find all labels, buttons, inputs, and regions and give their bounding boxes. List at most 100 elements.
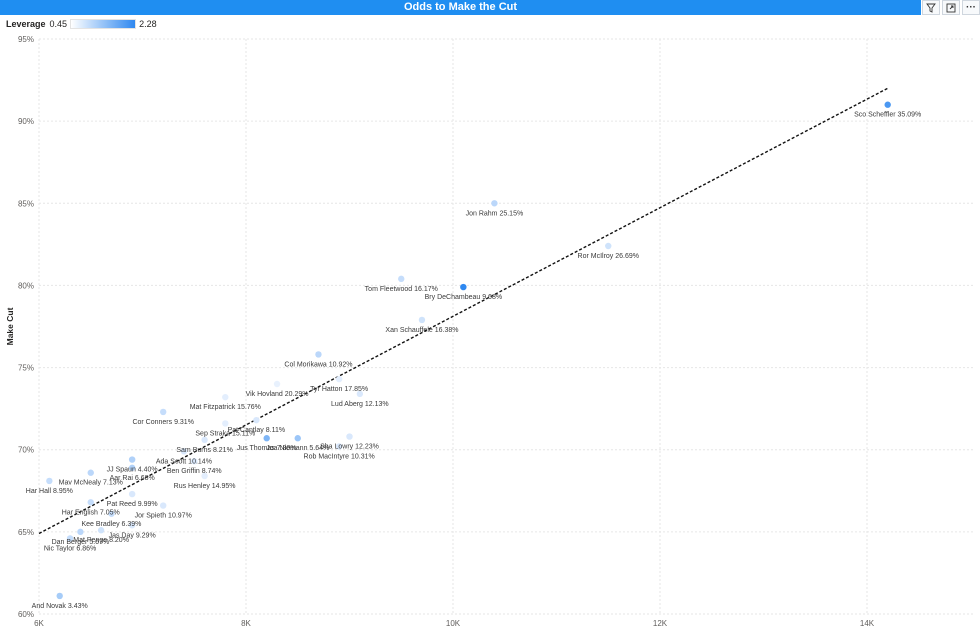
legend-max-value: 2.28 (139, 19, 157, 29)
data-point[interactable] (108, 510, 115, 517)
data-point[interactable] (97, 527, 105, 534)
point-label: Jas Day 9.29% (109, 532, 156, 539)
legend-title: Leverage (6, 19, 46, 29)
data-point[interactable] (66, 535, 74, 542)
data-point[interactable] (273, 380, 281, 388)
data-point[interactable] (201, 472, 208, 480)
data-point[interactable] (222, 393, 229, 401)
data-point[interactable] (491, 200, 498, 207)
point-labels: Sco Scheffler 35.09% Jon Rahm 25.15% Ror M… (26, 112, 921, 610)
point-label: Tom Fleetwood 16.17% (365, 286, 438, 293)
point-label: Jon Rahm 25.15% (466, 210, 524, 217)
point-label: Har Hall 8.95% (26, 488, 73, 495)
point-label: Dan Berger 5.67% (52, 539, 110, 546)
data-point[interactable] (46, 477, 53, 485)
visual-header-toolbar: ··· (920, 0, 980, 15)
point-label: Xan Schauffele 16.38% (385, 327, 458, 334)
point-label: Ror McIlroy 26.69% (578, 253, 639, 260)
point-label: Kee Bradley 6.39% (81, 521, 141, 528)
point-label: Ben Griffin 8.74% (167, 468, 222, 475)
point-label: Jor Spieth 10.97% (135, 513, 192, 520)
data-point[interactable] (460, 283, 467, 291)
point-label: Aar Rai 6.68% (110, 475, 155, 482)
point-label: Bry DeChambeau 9.68% (425, 294, 502, 301)
data-point[interactable] (160, 502, 167, 509)
point-label: Ada Scott 10.14% (156, 458, 212, 465)
data-point[interactable] (201, 436, 208, 444)
point-label: Col Morikawa 10.92% (284, 361, 352, 368)
y-tick-label: 90% (18, 117, 34, 126)
y-tick-label: 60% (18, 610, 34, 619)
data-point[interactable] (605, 242, 612, 250)
point-label: Vik Hovland 20.29% (246, 391, 309, 398)
y-axis-label: Make Cut (5, 307, 15, 345)
data-point[interactable] (56, 592, 63, 600)
legend-gradient (70, 19, 137, 29)
point-label: JJ Spaun 4.40% (107, 467, 158, 474)
filter-icon[interactable] (922, 0, 940, 15)
point-label: Sam Burns 8.21% (176, 447, 232, 454)
data-point[interactable] (222, 420, 229, 427)
data-point[interactable] (398, 275, 405, 283)
y-tick-label: 80% (18, 281, 34, 290)
data-point[interactable] (128, 522, 136, 529)
legend: Leverage 0.45 2.28 (6, 18, 157, 30)
data-point[interactable] (263, 435, 270, 442)
point-label: Har English 7.05% (62, 509, 120, 516)
data-point[interactable] (128, 464, 136, 471)
point-label: Mat Penge 8.20% (73, 537, 129, 544)
point-label: Sco Scheffler 35.09% (854, 112, 921, 119)
data-point[interactable] (160, 408, 167, 416)
data-point[interactable] (335, 443, 343, 450)
data-point[interactable] (346, 433, 353, 440)
point-label: Pat Cantlay 8.11% (228, 427, 285, 434)
y-tick-label: 65% (18, 528, 34, 537)
focus-mode-icon[interactable] (942, 0, 960, 15)
y-axis-ticks: 60% 65% 70% 75% 80% 85% 90% 95% (18, 35, 34, 619)
data-point[interactable] (128, 456, 136, 463)
data-point[interactable] (77, 528, 84, 536)
y-tick-label: 70% (18, 446, 34, 455)
data-point[interactable] (87, 499, 94, 506)
point-label: Mat Fitzpatrick 15.76% (190, 404, 261, 411)
y-tick-label: 75% (18, 364, 34, 373)
point-label: Sha Lowry 12.23% (320, 444, 379, 451)
y-tick-label: 95% (18, 35, 34, 44)
y-tick-label: 85% (18, 199, 34, 208)
point-label: Tyr Hatton 17.85% (310, 386, 368, 393)
x-tick-label: 10K (446, 619, 461, 628)
data-point[interactable] (315, 351, 322, 358)
x-tick-label: 14K (860, 619, 875, 628)
point-label: Rus Henley 14.95% (174, 483, 236, 490)
point-label: Rob MacIntyre 10.31% (304, 453, 375, 460)
data-point[interactable] (191, 458, 198, 465)
point-label: Joa Niemann 5.64% (266, 445, 329, 452)
point-label: Nic Taylor 6.86% (44, 545, 96, 552)
point-label: Lud Aberg 12.13% (331, 401, 389, 408)
data-point[interactable] (253, 416, 260, 424)
data-point[interactable] (128, 490, 136, 498)
data-point[interactable] (418, 316, 426, 324)
point-label: And Novak 3.43% (32, 603, 88, 610)
point-label: Sep Straka 15.11% (195, 430, 255, 437)
more-options-icon[interactable]: ··· (962, 0, 980, 15)
data-point[interactable] (884, 101, 891, 108)
gridlines (38, 38, 974, 615)
point-label: Mav McNealy 7.13% (59, 480, 123, 487)
trend-line (38, 87, 889, 535)
x-axis-ticks: 6K 8K 10K 12K 14K (34, 619, 875, 628)
x-tick-label: 12K (653, 619, 668, 628)
x-tick-label: 8K (241, 619, 251, 628)
legend-min-value: 0.45 (49, 19, 68, 29)
data-point[interactable] (356, 390, 364, 398)
point-label: Jus Thomas 7.80% (237, 445, 297, 452)
point-label: Cor Conners 9.31% (132, 419, 193, 426)
data-point[interactable] (180, 448, 188, 455)
x-tick-label: 6K (34, 619, 44, 628)
data-points (46, 101, 891, 600)
data-point[interactable] (294, 435, 301, 442)
chart-title: Odds to Make the Cut (0, 0, 921, 15)
data-point[interactable] (335, 375, 343, 383)
data-point[interactable] (87, 469, 94, 476)
